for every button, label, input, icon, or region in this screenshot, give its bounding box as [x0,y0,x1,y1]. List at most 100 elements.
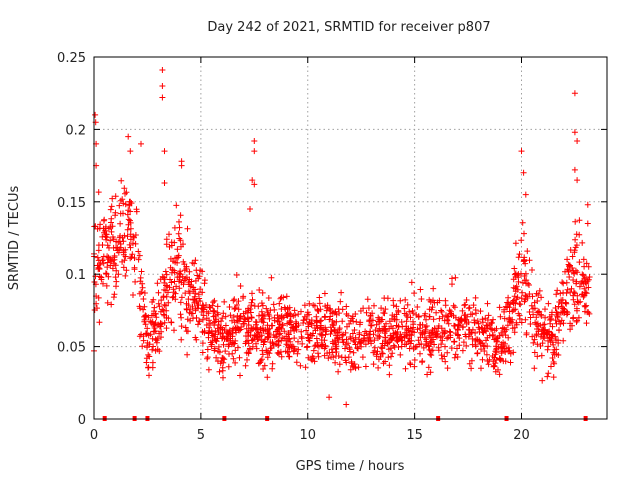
data-point [264,374,271,381]
data-point [442,297,449,304]
data-point [199,349,206,356]
data-point [379,350,386,357]
data-point [163,271,170,278]
data-point [346,344,353,351]
data-point [266,315,273,322]
data-point [183,328,190,335]
data-point [129,251,136,258]
data-point [256,312,262,319]
data-point [113,267,120,274]
data-point [169,294,176,301]
data-point [365,305,372,312]
data-point [215,343,222,350]
data-point [504,299,511,306]
data-point [132,240,139,247]
data-point [489,319,495,326]
data-point [122,253,129,260]
data-point [345,340,351,347]
data-point [280,294,287,301]
data-point [549,331,556,338]
data-point [516,300,523,307]
data-point [538,331,545,338]
data-point [265,311,272,318]
data-point [521,298,528,305]
data-point [110,236,117,243]
data-point [352,311,359,317]
data-point [500,358,507,365]
data-point [112,262,119,269]
data-point [375,332,381,339]
data-point [112,274,119,281]
y-tick-label: 0.2 [65,123,86,138]
data-point [356,340,363,347]
data-point [140,306,147,313]
data-point [378,350,385,357]
data-point [258,308,265,315]
data-point [277,295,284,302]
data-point [178,162,185,169]
data-point [533,314,540,321]
data-point [466,331,473,338]
data-point [408,279,415,286]
data-point [576,259,583,266]
data-point [575,299,582,306]
data-point [206,317,212,324]
data-point [445,313,452,320]
data-point [515,254,522,261]
data-point [276,300,283,307]
data-point [192,334,199,341]
data-point [545,343,552,350]
data-point [334,335,341,342]
data-point [174,246,181,253]
data-point [267,345,274,352]
data-point [125,207,132,214]
data-point [510,276,517,283]
data-point [463,297,470,303]
data-point [191,286,198,293]
data-point [159,67,166,73]
data-points [91,67,593,421]
data-point [269,365,276,372]
data-point [573,305,580,312]
data-point [220,374,226,381]
data-point [332,345,339,352]
data-point [416,325,423,332]
data-point [564,256,571,263]
data-point [491,327,498,334]
data-point [152,311,159,317]
data-point [216,368,223,375]
data-point [489,353,496,359]
y-tick-label: 0.25 [57,51,86,66]
data-point [505,344,512,351]
data-point [229,333,236,340]
data-point [123,267,130,274]
data-point [509,298,516,305]
data-point [413,343,420,350]
data-point [262,336,269,343]
data-point [276,351,282,358]
data-point [424,371,431,378]
data-point [310,347,317,354]
data-point [293,359,300,366]
data-point [430,316,437,323]
data-point [375,356,382,363]
grid-lines [94,57,607,419]
data-point [190,296,197,303]
data-point [175,230,182,237]
data-point [540,321,547,328]
data-point [406,308,413,315]
data-point [398,343,405,350]
data-point [211,333,218,340]
data-point [494,338,501,345]
data-point [523,330,530,336]
data-point [539,377,546,384]
data-point [236,354,243,361]
data-point [505,294,512,301]
data-point [521,254,528,261]
data-point [217,331,224,337]
data-point [127,217,133,224]
data-point [316,300,323,307]
data-point [96,319,103,326]
data-point [560,289,567,296]
data-point [442,358,449,365]
